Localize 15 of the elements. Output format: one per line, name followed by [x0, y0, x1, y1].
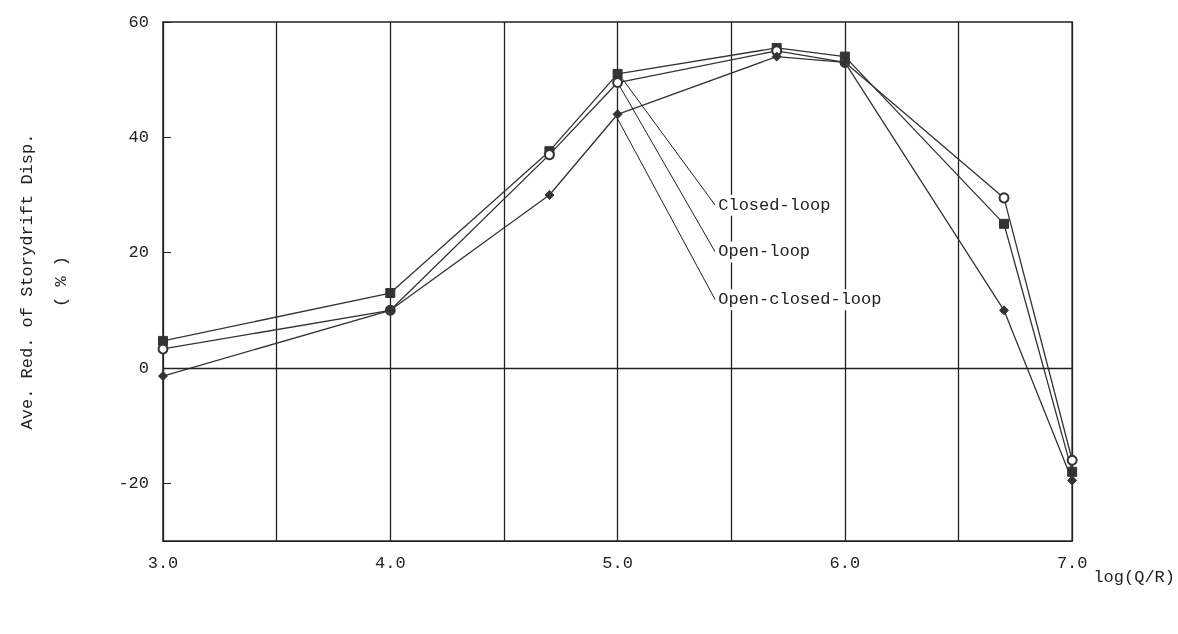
- text: Open-closed-loop: [718, 290, 882, 310]
- y-tick-label: -20: [118, 473, 149, 493]
- x-tick-label: 4.0: [374, 554, 406, 573]
- y-tick-label: 20: [128, 243, 149, 263]
- y-tick-label: 60: [128, 12, 149, 32]
- text: Open-loop: [718, 242, 811, 262]
- x-tick-label: 6.0: [829, 554, 861, 573]
- text: Closed-loop: [718, 195, 831, 215]
- x-tick-label: 3.0: [147, 554, 179, 573]
- x-tick-label: 7.0: [1056, 554, 1088, 573]
- y-axis-title: Ave. Red. of Storydrift Disp. ( % ): [17, 133, 71, 430]
- x-tick-label: 5.0: [602, 554, 633, 573]
- y-tick-label: 0: [138, 358, 149, 378]
- y-tick-label: 40: [128, 127, 149, 147]
- x-axis-title: log(Q/R): [1093, 568, 1175, 587]
